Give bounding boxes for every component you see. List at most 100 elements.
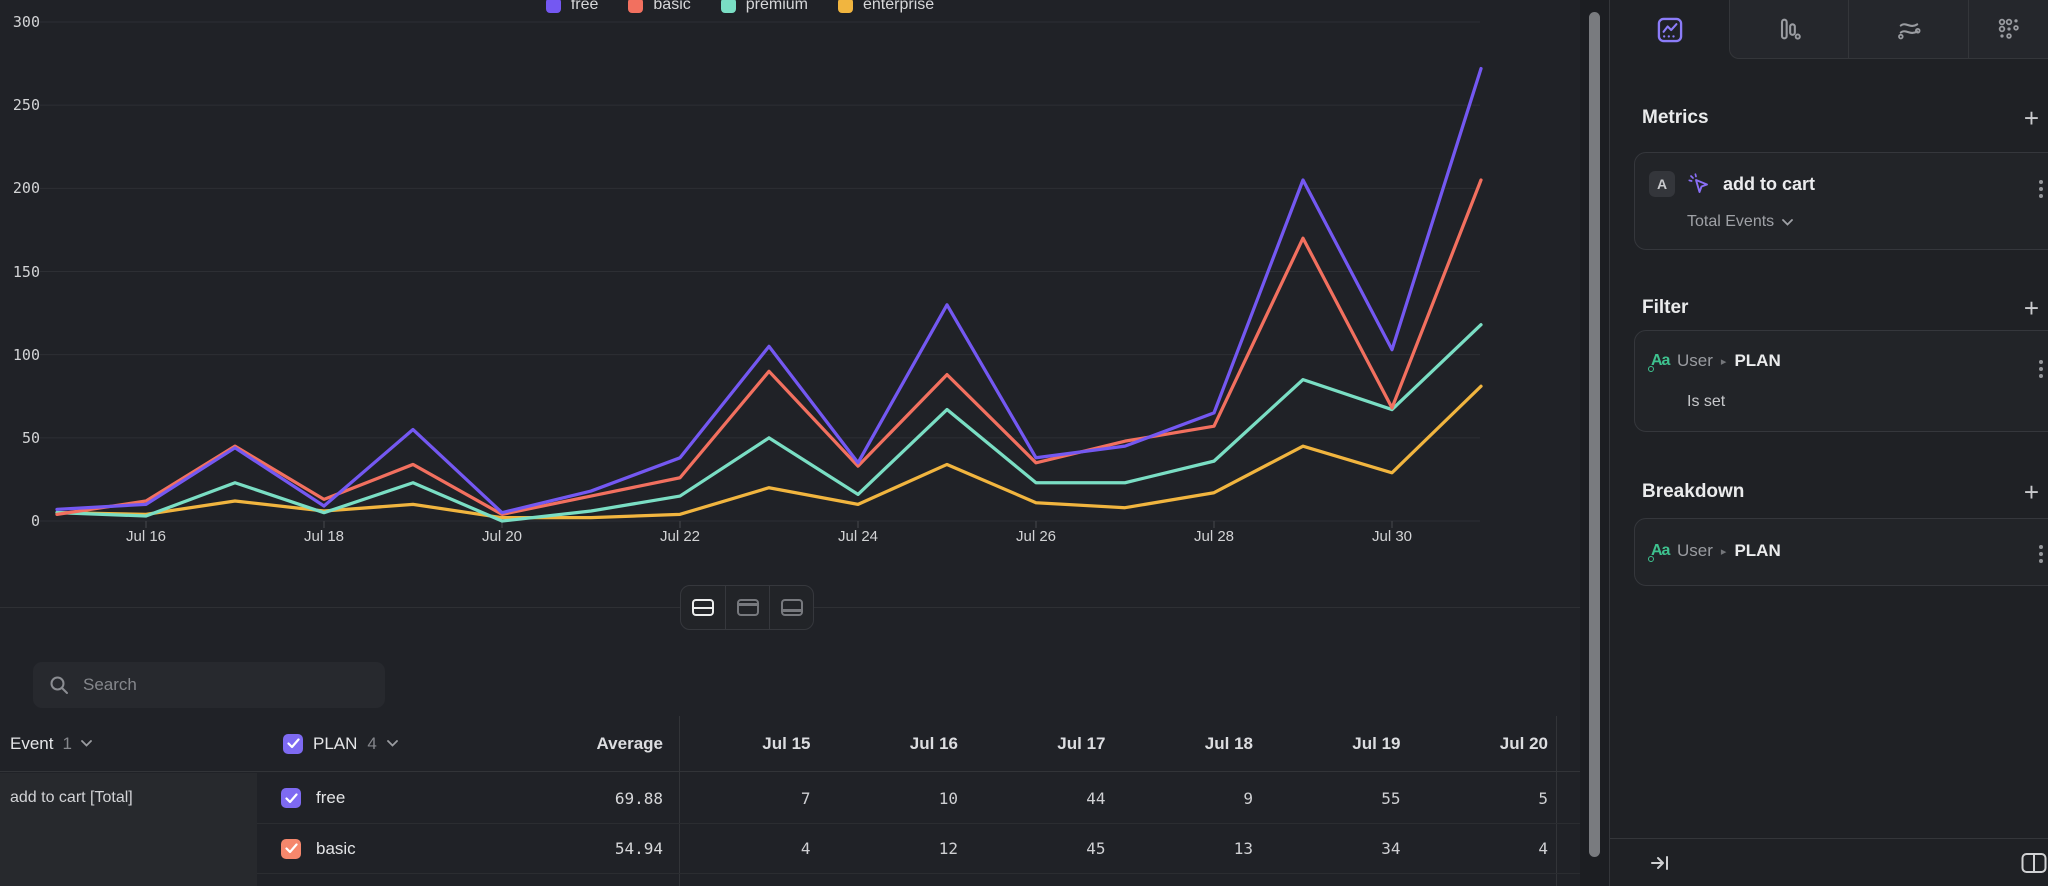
row-value: 5 xyxy=(1538,788,1548,808)
breakdown-section-header: Breakdown + xyxy=(1610,474,2048,510)
legend-swatch xyxy=(628,0,644,13)
collapse-panel-icon[interactable] xyxy=(1649,852,1671,874)
date-column-header: Jul 17 xyxy=(1057,733,1106,753)
table-row-premium[interactable]: premium33.0053235230 xyxy=(257,873,1580,886)
row-value: 9 xyxy=(1243,788,1253,808)
measurement-dropdown[interactable]: Total Events xyxy=(1687,213,1794,231)
breakdown-title: Breakdown xyxy=(1642,481,1745,502)
vertical-scrollbar-thumb[interactable] xyxy=(1589,12,1600,857)
row-value: 7 xyxy=(800,788,811,808)
series-line-enterprise xyxy=(55,384,1483,520)
filter-condition[interactable]: Is set xyxy=(1687,393,1726,410)
breadcrumb-caret-icon: ▸ xyxy=(1720,355,1727,368)
date-column-header: Jul 18 xyxy=(1204,733,1253,753)
event-count: 1 xyxy=(62,733,72,753)
y-axis-label: 50 xyxy=(21,428,40,447)
x-axis-label: Jul 20 xyxy=(481,528,523,545)
x-axis-label: Jul 26 xyxy=(1015,528,1057,545)
sidebar-tabbar xyxy=(1610,0,2048,59)
metric-event-name: add to cart xyxy=(1723,173,1816,194)
event-total-cell: add to cart [Total] xyxy=(0,773,257,886)
panel-layout-icon[interactable] xyxy=(2021,851,2047,875)
filter-menu-button[interactable] xyxy=(2039,360,2043,378)
legend-label: free xyxy=(570,0,599,13)
table-row-free[interactable]: free 69.88 7 10 44 9 55 5 xyxy=(257,773,1580,823)
row-label: free xyxy=(316,788,346,807)
date-column-header: Jul 15 xyxy=(762,733,811,753)
breakdown-menu-button[interactable] xyxy=(2039,545,2043,563)
metric-menu-button[interactable] xyxy=(2039,180,2043,198)
chart-legend: free basic premium enterprise xyxy=(0,0,1480,17)
bottom-panel-icon xyxy=(780,599,803,616)
legend-item-premium[interactable]: premium xyxy=(720,0,808,14)
y-axis-label: 300 xyxy=(12,13,40,31)
plan-header-label: PLAN xyxy=(313,733,358,753)
legend-label: premium xyxy=(745,0,808,13)
chevron-down-icon xyxy=(81,740,92,747)
x-axis-label: Jul 28 xyxy=(1193,528,1235,545)
tab-flow[interactable] xyxy=(1848,0,1968,59)
dots-grid-icon xyxy=(1998,18,2019,39)
property-type-icon: Aa xyxy=(1648,542,1677,562)
vertical-scrollbar-track[interactable] xyxy=(1580,0,1609,886)
row-value: 13 xyxy=(1233,839,1253,858)
layout-toggle xyxy=(680,585,814,630)
row-checkbox[interactable] xyxy=(281,838,301,859)
search-input[interactable] xyxy=(83,675,343,695)
check-icon xyxy=(286,738,300,749)
legend-label: basic xyxy=(653,0,691,13)
row-value: 4 xyxy=(800,839,811,858)
breakdown-rows: free69.88710449555basic54.944124513344pr… xyxy=(257,773,1580,886)
y-axis-label: 150 xyxy=(12,262,40,281)
date-column-header: Jul 20 xyxy=(1499,733,1548,753)
y-axis-label: 200 xyxy=(12,179,40,198)
add-metric-button[interactable]: + xyxy=(2023,103,2039,133)
metric-badge: A xyxy=(1649,171,1675,197)
line-chart: 0 50 100 150 200 250 300 Jul 16 Jul 18 Jul 20 Jul… xyxy=(0,0,1580,560)
row-value: 4 xyxy=(1538,839,1548,858)
column-divider xyxy=(1556,716,1557,886)
row-value: 45 xyxy=(1086,839,1106,858)
event-total-label: add to cart [Total] xyxy=(10,789,133,806)
plan-column-dropdown[interactable]: PLAN 4 xyxy=(283,715,398,772)
main-chart-area: 0 50 100 150 200 250 300 Jul 16 Jul 18 Jul 20 Jul… xyxy=(0,0,1580,886)
add-filter-button[interactable]: + xyxy=(2023,293,2039,323)
legend-item-enterprise[interactable]: enterprise xyxy=(838,0,934,14)
column-divider xyxy=(679,716,680,886)
event-header-label: Event xyxy=(10,733,54,753)
property-type-icon: Aa xyxy=(1648,352,1677,372)
tab-more-charts[interactable] xyxy=(1968,0,2048,59)
breakdown-card[interactable]: Aa User ▸ PLAN xyxy=(1634,518,2048,586)
flow-waves-icon xyxy=(1897,23,1920,40)
layout-split-button[interactable] xyxy=(681,586,725,629)
row-values: 7 10 44 9 55 5 xyxy=(663,789,1548,808)
metrics-section-header: Metrics + xyxy=(1610,100,2048,136)
add-breakdown-button[interactable]: + xyxy=(2023,477,2039,507)
series-line-free xyxy=(55,66,1483,515)
legend-swatch xyxy=(545,0,561,13)
row-value: 34 xyxy=(1381,839,1401,858)
plan-select-all-checkbox[interactable] xyxy=(283,733,303,754)
chevron-down-icon xyxy=(386,740,398,747)
row-value: 10 xyxy=(938,788,958,808)
tab-bar-chart[interactable] xyxy=(1729,0,1848,59)
filter-title: Filter xyxy=(1642,297,1689,318)
legend-item-free[interactable]: free xyxy=(545,0,599,14)
tab-line-chart[interactable] xyxy=(1610,0,1729,59)
layout-top-button[interactable] xyxy=(725,586,769,629)
layout-bottom-button[interactable] xyxy=(769,586,813,629)
table-row-basic[interactable]: basic 54.94 4 12 45 13 34 4 xyxy=(257,823,1580,873)
row-checkbox[interactable] xyxy=(281,788,301,808)
row-value: 12 xyxy=(938,839,958,858)
event-column-dropdown[interactable]: Event 1 xyxy=(10,715,92,772)
row-label: basic xyxy=(316,838,356,858)
row-value: 55 xyxy=(1381,788,1401,808)
legend-item-basic[interactable]: basic xyxy=(628,0,691,14)
breakdown-property: PLAN xyxy=(1734,541,1781,560)
metrics-title: Metrics xyxy=(1642,107,1709,128)
split-view-icon xyxy=(692,599,714,616)
metric-card[interactable]: A add to cart Total Events xyxy=(1634,152,2048,250)
filter-scope: User xyxy=(1677,351,1713,370)
search-box[interactable] xyxy=(33,662,385,708)
filter-card[interactable]: Aa User ▸ PLAN Is set xyxy=(1634,330,2048,432)
